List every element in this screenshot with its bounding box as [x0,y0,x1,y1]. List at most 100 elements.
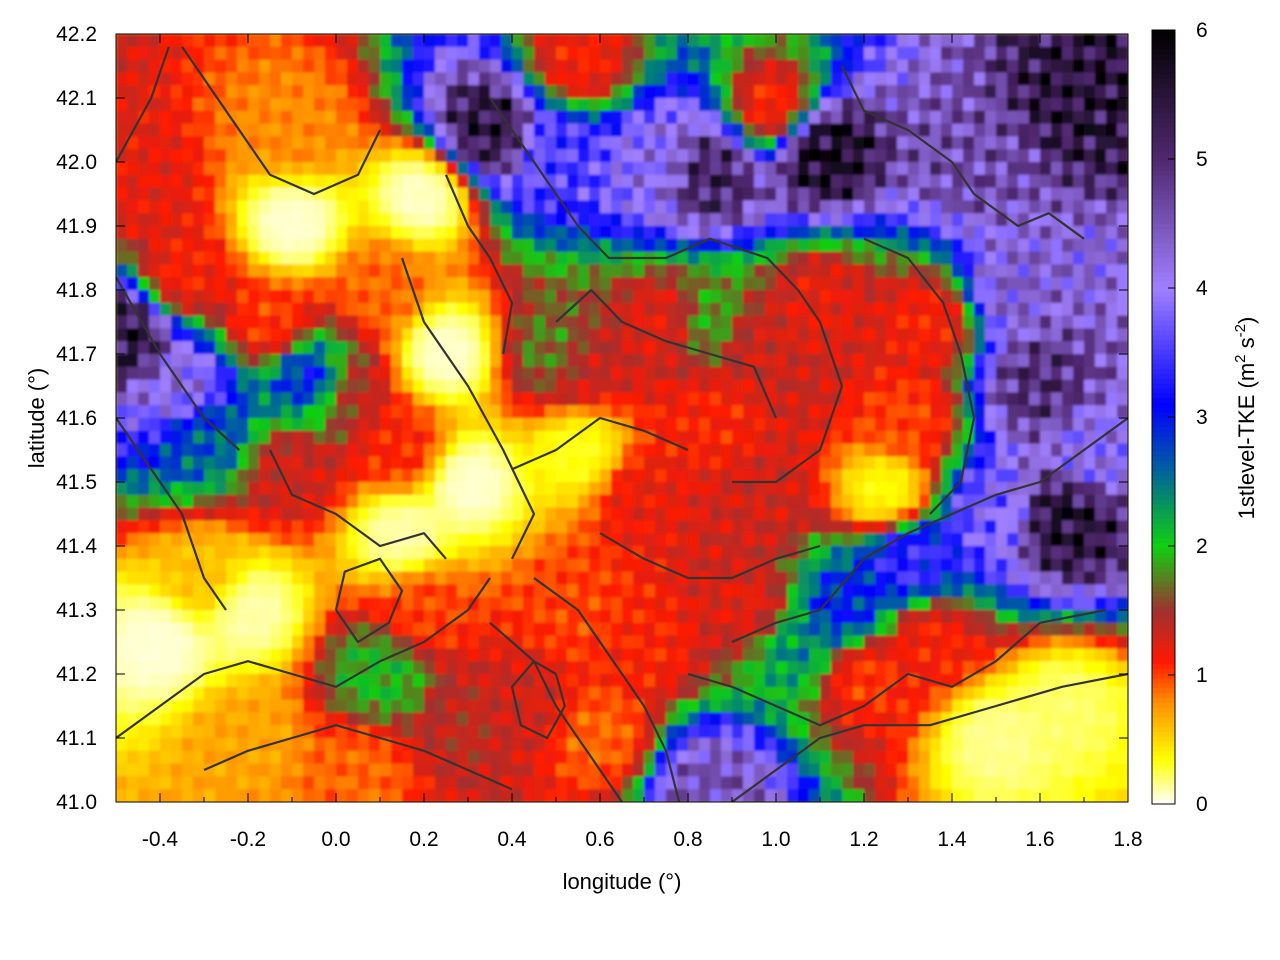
heatmap-cell [655,354,667,368]
heatmap-cell [996,226,1008,240]
heatmap-cell [435,290,447,304]
heatmap-cell [1073,597,1085,611]
heatmap-cell [864,418,876,432]
heatmap-cell [699,328,711,342]
heatmap-cell [820,302,832,317]
heatmap-cell [963,98,975,112]
heatmap-cell [589,546,601,560]
heatmap-cell [1040,46,1052,61]
heatmap-cell [1018,674,1030,688]
heatmap-cell [743,213,755,227]
heatmap-cell [589,482,601,496]
heatmap-cell [336,699,348,713]
heatmap-cell [798,648,810,662]
heatmap-cell [523,34,535,48]
heatmap-cell [1029,507,1041,521]
heatmap-cell [534,546,546,560]
heatmap-cell [457,635,469,649]
heatmap-cell [512,622,524,637]
heatmap-cell [1040,469,1052,483]
heatmap-cell [622,366,634,381]
heatmap-cell [875,712,887,726]
heatmap-cell [622,405,634,419]
heatmap-cell [325,72,337,86]
heatmap-cell [226,366,238,381]
heatmap-cell [358,507,370,521]
heatmap-cell [127,418,139,432]
heatmap-cell [710,405,722,419]
heatmap-cell [1084,264,1096,278]
heatmap-cell [1018,443,1030,457]
heatmap-cell [611,558,623,573]
heatmap-cell [556,520,568,534]
heatmap-cell [1018,430,1030,445]
heatmap-cell [754,174,766,189]
heatmap-cell [996,46,1008,61]
heatmap-cell [545,635,557,649]
heatmap-cell [776,290,788,304]
heatmap-cell [314,187,326,201]
heatmap-cell [380,622,392,637]
heatmap-cell [303,571,315,585]
heatmap-cell [787,661,799,675]
heatmap-cell [633,379,645,393]
heatmap-cell [457,110,469,125]
heatmap-cell [985,482,997,496]
heatmap-cell [600,149,612,163]
heatmap-cell [127,226,139,240]
heatmap-cell [149,584,161,598]
heatmap-cell [1018,98,1030,112]
heatmap-cell [952,98,964,112]
heatmap-cell [369,354,381,368]
heatmap-cell [963,34,975,48]
heatmap-cell [655,712,667,726]
heatmap-cell [534,507,546,521]
heatmap-cell [985,494,997,509]
heatmap-cell [688,72,700,86]
heatmap-cell [303,174,315,189]
heatmap-cell [193,187,205,201]
heatmap-cell [303,379,315,393]
heatmap-cell [776,610,788,624]
heatmap-cell [787,315,799,329]
heatmap-cell [226,302,238,317]
heatmap-cell [622,482,634,496]
heatmap-cell [809,174,821,189]
heatmap-cell [446,34,458,48]
heatmap-cell [171,648,183,662]
heatmap-cell [149,507,161,521]
heatmap-cell [589,712,601,726]
heatmap-cell [149,123,161,137]
heatmap-cell [1095,110,1107,125]
heatmap-cell [391,34,403,48]
heatmap-cell [886,648,898,662]
heatmap-cell [270,123,282,137]
heatmap-cell [380,520,392,534]
heatmap-cell [699,277,711,291]
heatmap-cell [314,46,326,61]
heatmap-cell [160,213,172,227]
heatmap-cell [270,699,282,713]
heatmap-cell [347,290,359,304]
heatmap-cell [534,533,546,547]
heatmap-cell [501,456,513,470]
heatmap-cell [842,341,854,355]
heatmap-cell [853,302,865,317]
heatmap-cell [930,46,942,61]
heatmap-cell [1062,98,1074,112]
heatmap-cell [589,597,601,611]
heatmap-cell [237,277,249,291]
heatmap-cell [1062,622,1074,637]
heatmap-cell [765,34,777,48]
heatmap-cell [787,418,799,432]
heatmap-cell [402,251,414,265]
heatmap-cell [732,46,744,61]
heatmap-cell [259,59,271,73]
heatmap-cell [424,674,436,688]
heatmap-cell [424,98,436,112]
heatmap-cell [182,482,194,496]
heatmap-cell [325,635,337,649]
heatmap-cell [941,226,953,240]
heatmap-cell [666,686,678,701]
heatmap-cell [1062,712,1074,726]
